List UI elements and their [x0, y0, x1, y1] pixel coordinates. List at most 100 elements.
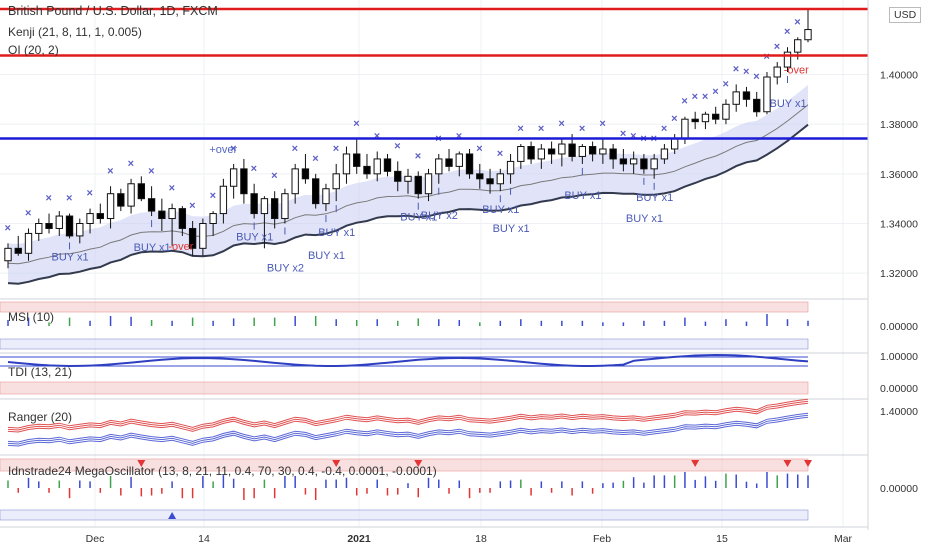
candle-body — [701, 113, 710, 123]
oi-legend: OI (20, 2) — [8, 43, 59, 57]
candle-body — [117, 193, 125, 207]
cross-marker: × — [476, 143, 482, 155]
cross-marker: × — [456, 130, 462, 142]
price-axis-bg — [868, 0, 932, 550]
buy-label: BUY x1 — [52, 251, 89, 263]
cross-marker: × — [292, 143, 298, 155]
buy-label: BUY x2 — [421, 210, 458, 222]
buy-label: BUY x1 — [400, 212, 437, 224]
cross-marker: × — [702, 91, 708, 103]
cross-marker: × — [25, 207, 31, 219]
candle-body — [332, 173, 340, 190]
cross-marker: × — [558, 118, 564, 130]
candle-body — [158, 210, 166, 220]
kenji-legend: Kenji (21, 8, 11, 1, 0.005) — [8, 25, 142, 39]
cross-marker: × — [599, 118, 605, 130]
cross-marker: × — [251, 163, 257, 175]
cross-marker: × — [774, 41, 780, 53]
cross-marker: × — [794, 16, 800, 28]
candle-body — [486, 178, 494, 185]
buy-label: BUY x1 — [636, 192, 673, 204]
price-tick-label: 1.34000 — [880, 219, 918, 231]
cross-marker: × — [579, 123, 585, 135]
candle-body — [588, 146, 597, 155]
candle-body — [301, 168, 310, 180]
candle-body — [363, 165, 371, 175]
candle-body — [383, 158, 392, 172]
candle-body — [168, 208, 176, 220]
candle-body — [147, 198, 156, 212]
cross-marker: × — [620, 128, 626, 140]
cross-marker: × — [353, 118, 359, 130]
chart-title: British Pound / U.S. Dollar, 1D, FXCM — [8, 4, 218, 18]
grid-layer — [0, 0, 868, 527]
msi-upper-zone — [0, 301, 809, 313]
candle-body — [35, 223, 43, 234]
candle-body — [742, 91, 751, 100]
cross-marker: × — [148, 165, 154, 177]
candle-body — [558, 143, 566, 155]
candle-body — [76, 223, 84, 237]
buy-label: BUY x1 — [769, 98, 806, 110]
candle-body — [517, 146, 525, 162]
cross-marker: × — [210, 190, 216, 202]
candle-body — [260, 198, 269, 215]
candle-body — [681, 118, 689, 140]
mega-lower-zone — [0, 509, 809, 521]
candle-body — [609, 148, 617, 160]
over-label: -over — [168, 241, 193, 253]
buy-label: BUY x1 — [482, 204, 519, 216]
candle-body — [342, 153, 351, 175]
axes: 1.32000 1.34000 1.36000 1.38000 1.40000 0.000… — [86, 0, 932, 550]
ranger-upper-line — [7, 400, 809, 431]
buy-label: BUY x1 — [308, 250, 345, 262]
candle-body — [127, 183, 135, 207]
candle-body — [404, 175, 412, 182]
candle-body — [4, 247, 12, 262]
cross-marker: × — [517, 123, 523, 135]
candle-body — [753, 98, 761, 113]
candle-body — [804, 29, 812, 41]
cross-marker: × — [681, 96, 687, 108]
mega-sell-triangle — [414, 460, 423, 467]
cross-marker: × — [722, 78, 728, 90]
mega-sell-triangle — [804, 460, 812, 467]
cross-marker: × — [661, 123, 667, 135]
candle-body — [506, 160, 515, 175]
cross-marker: × — [733, 63, 739, 75]
ranger-tick: 1.40000 — [880, 406, 918, 418]
tdi-line — [7, 353, 809, 368]
candle-body — [281, 193, 289, 220]
candle-body — [619, 158, 628, 165]
ranger-lower-line — [7, 416, 809, 447]
candle-body — [527, 146, 535, 160]
candle-body — [568, 143, 576, 157]
buy-label: BUY x1 — [564, 190, 601, 202]
currency-badge[interactable]: USD — [889, 7, 922, 23]
cross-marker: × — [333, 143, 339, 155]
candle-body — [599, 148, 607, 155]
time-tick-label: Mar — [834, 533, 853, 545]
candle-body — [291, 168, 299, 195]
cross-marker: × — [46, 193, 52, 205]
msi-tick: 0.00000 — [880, 321, 918, 333]
cross-marker: × — [497, 148, 503, 160]
candle-body — [137, 183, 146, 200]
price-tick-label: 1.40000 — [880, 70, 918, 82]
candle-body — [178, 208, 187, 229]
candle-body — [640, 158, 648, 170]
candle-body — [629, 158, 638, 165]
candle-body — [732, 91, 740, 105]
candle-body — [65, 215, 74, 237]
candle-body — [322, 188, 330, 205]
cross-marker: × — [66, 193, 72, 205]
candle-body — [424, 173, 433, 195]
candle-body — [465, 153, 474, 175]
candle-body — [199, 223, 207, 249]
candle-body — [670, 138, 679, 150]
candle-body — [373, 158, 381, 175]
cross-marker: × — [312, 153, 318, 165]
cross-marker: × — [415, 150, 421, 162]
time-tick-label: 15 — [716, 533, 728, 545]
